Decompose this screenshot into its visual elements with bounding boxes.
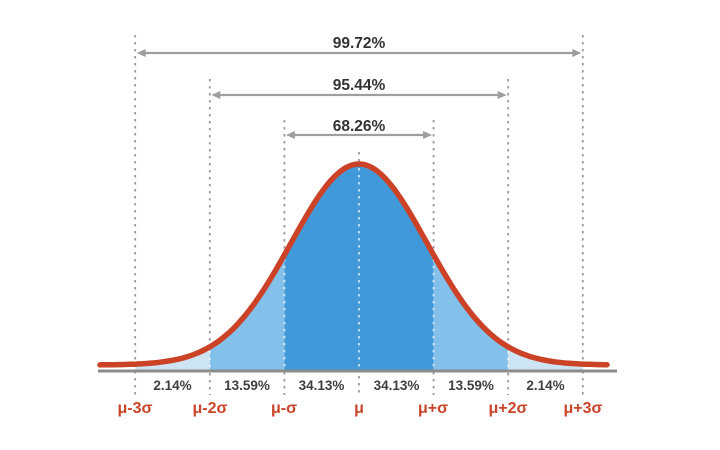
distribution-curve xyxy=(97,161,610,368)
region-percent-left-2: 13.59% xyxy=(224,378,270,393)
interval-arrow xyxy=(136,49,582,57)
region-percent-right-1: 34.13% xyxy=(374,378,420,393)
region-percent-left-1: 34.13% xyxy=(299,378,345,393)
curve-region-fill xyxy=(359,164,434,371)
arrowhead-right-icon xyxy=(497,91,507,99)
region-percent-labels: 2.14% 13.59% 34.13% 34.13% 13.59% 2.14% xyxy=(153,378,564,393)
region-percent-left-3: 2.14% xyxy=(153,378,191,393)
tick-label-mu-minus-3sigma: μ-3σ xyxy=(118,400,153,417)
curve-region-fill xyxy=(209,254,285,371)
tick-label-mu-minus-2sigma: μ-2σ xyxy=(193,400,228,417)
sigma-axis-labels: μ-3σ μ-2σ μ-σ μ μ+σ μ+2σ μ+3σ xyxy=(118,400,603,417)
tick-label-mu-minus-sigma: μ-σ xyxy=(271,400,297,417)
region-percent-right-2: 13.59% xyxy=(448,378,494,393)
inner-sigma-gridlines xyxy=(208,168,510,369)
tick-label-mu-plus-3sigma: μ+3σ xyxy=(564,400,603,417)
tick-label-mu-plus-2sigma: μ+2σ xyxy=(489,400,528,417)
arrowhead-left-icon xyxy=(136,49,146,57)
interval-label-3sigma: 99.72% xyxy=(333,35,386,52)
interval-arrows xyxy=(136,49,582,139)
region-percent-right-3: 2.14% xyxy=(526,378,564,393)
interval-labels: 99.72% 95.44% 68.26% xyxy=(333,35,386,135)
curve-region-fill xyxy=(284,164,359,371)
interval-arrow xyxy=(285,131,433,139)
tick-label-mu-plus-sigma: μ+σ xyxy=(418,400,448,417)
interval-label-2sigma: 95.44% xyxy=(333,77,386,94)
arrowhead-right-icon xyxy=(423,131,433,139)
interval-label-1sigma: 68.26% xyxy=(333,118,386,135)
curve-region-fills xyxy=(135,164,583,371)
arrowhead-left-icon xyxy=(211,91,221,99)
tick-label-mu: μ xyxy=(354,400,364,417)
arrowhead-left-icon xyxy=(285,131,295,139)
arrowhead-right-icon xyxy=(572,49,582,57)
curve-region-fill xyxy=(433,254,509,371)
interval-arrow xyxy=(211,91,507,99)
